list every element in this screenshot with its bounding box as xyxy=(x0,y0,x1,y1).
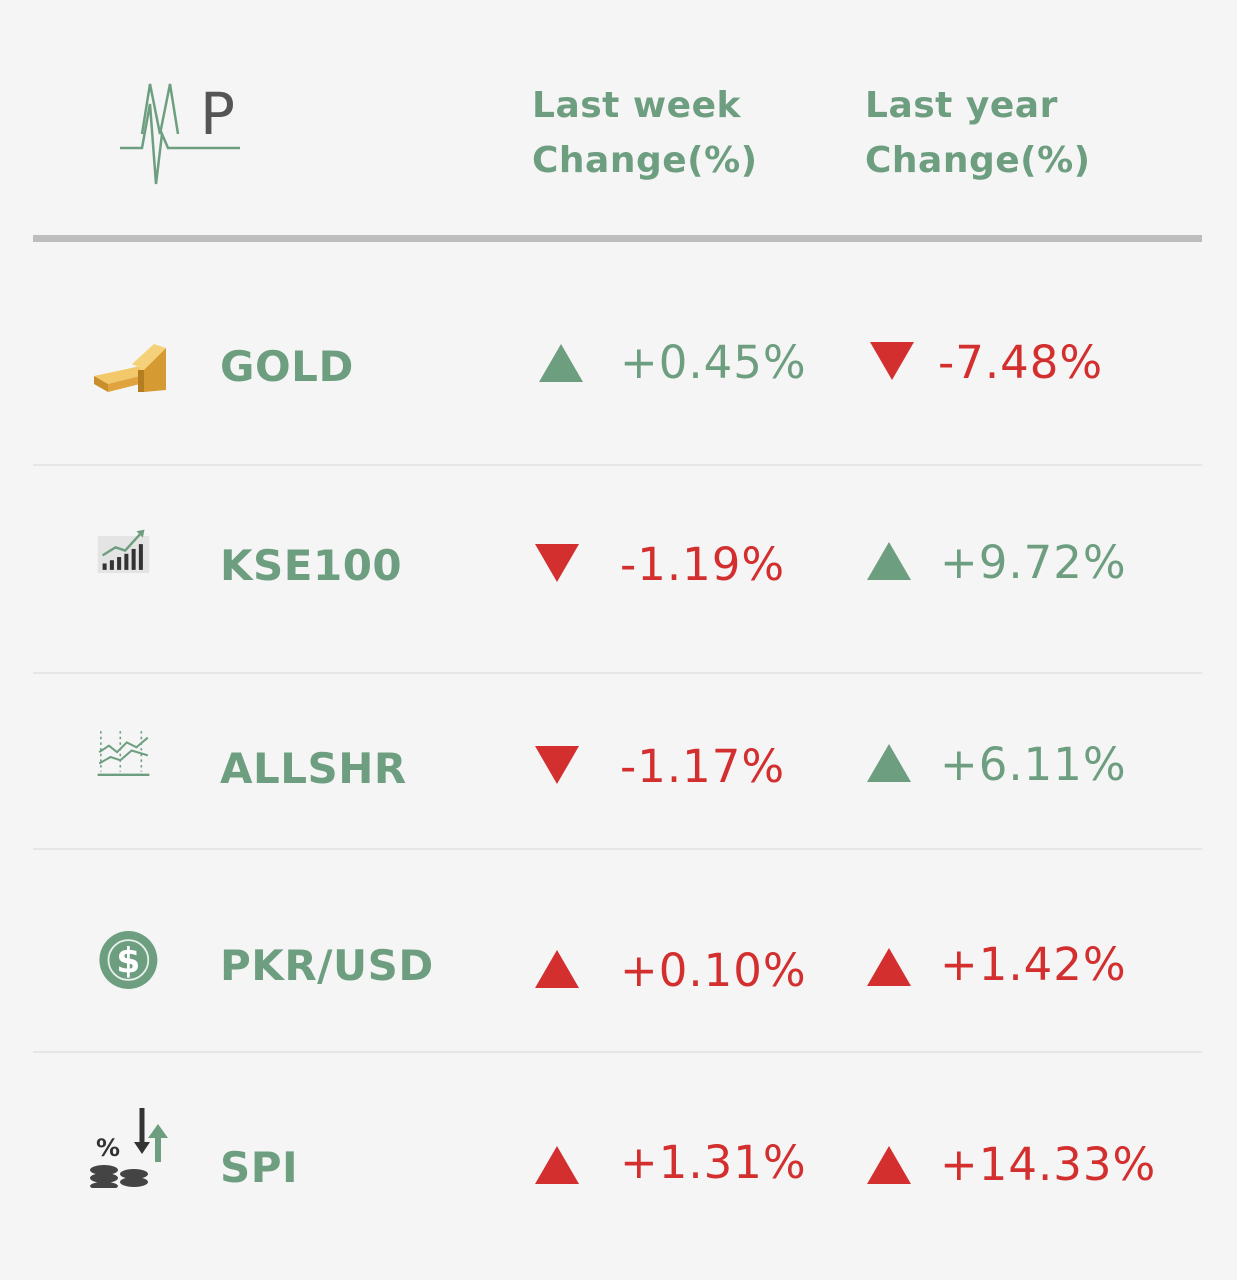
asset-name: ALLSHR xyxy=(220,744,407,793)
svg-text:$: $ xyxy=(116,942,140,982)
arrow-up-icon xyxy=(867,948,911,986)
year-change: -7.48% xyxy=(938,336,1104,389)
amp-logo: P MP xyxy=(116,72,240,185)
year-change: +14.33% xyxy=(940,1138,1157,1191)
arrow-down-icon xyxy=(870,342,914,380)
arrow-up-icon xyxy=(535,1146,579,1184)
svg-text:P: P xyxy=(200,80,235,148)
header-last-year-line2: Change(%) xyxy=(865,140,1091,181)
row-divider xyxy=(33,1051,1202,1053)
svg-text:%: % xyxy=(96,1134,120,1162)
logo-text: MP xyxy=(116,72,118,73)
year-change: +1.42% xyxy=(940,938,1127,991)
arrow-up-icon xyxy=(539,344,583,382)
row-divider xyxy=(33,672,1202,674)
header-divider xyxy=(33,235,1202,242)
header-last-week-line1: Last week xyxy=(532,85,741,126)
arrow-up-icon xyxy=(867,542,911,580)
line-chart-icon xyxy=(97,731,150,777)
asset-name: KSE100 xyxy=(220,541,403,590)
arrow-down-icon xyxy=(535,746,579,784)
gold-bars-icon xyxy=(94,344,166,392)
asset-name: PKR/USD xyxy=(220,941,434,990)
year-change: +6.11% xyxy=(940,738,1127,791)
arrow-up-icon xyxy=(867,744,911,782)
row-divider xyxy=(33,464,1202,466)
week-change: -1.19% xyxy=(620,538,786,591)
header-last-year-line1: Last year xyxy=(865,85,1058,126)
bar-chart-growth-icon xyxy=(97,529,150,574)
row-divider xyxy=(33,848,1202,850)
asset-name: GOLD xyxy=(220,342,354,391)
arrow-up-icon xyxy=(535,950,579,988)
week-change: +0.10% xyxy=(620,944,807,997)
week-change: +1.31% xyxy=(620,1136,807,1189)
header-last-year: Last year Change(%) xyxy=(865,78,1091,188)
header-last-week: Last week Change(%) xyxy=(532,78,758,188)
year-change: +9.72% xyxy=(940,536,1127,589)
dollar-coin-icon: $ xyxy=(99,931,158,989)
arrow-up-icon xyxy=(867,1146,911,1184)
percent-coins-arrows-icon: % xyxy=(90,1108,168,1188)
arrow-down-icon xyxy=(535,544,579,582)
week-change: -1.17% xyxy=(620,740,786,793)
header-last-week-line2: Change(%) xyxy=(532,140,758,181)
week-change: +0.45% xyxy=(620,336,807,389)
asset-name: SPI xyxy=(220,1143,299,1192)
